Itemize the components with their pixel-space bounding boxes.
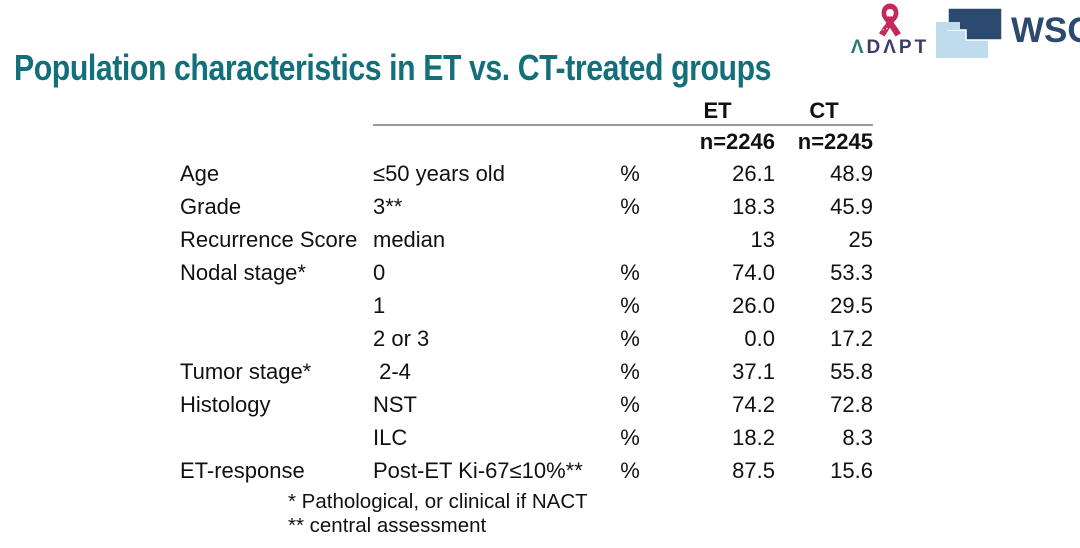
- wsg-logo-text: WSG: [1011, 11, 1080, 50]
- n-ct: n=2245: [797, 129, 873, 154]
- cell-et-value: 87.5: [732, 458, 775, 483]
- cell-item: ≤50 years old: [373, 161, 505, 186]
- cell-category: [180, 322, 373, 355]
- cell-unit: %: [620, 161, 640, 186]
- cell-unit: %: [620, 260, 640, 285]
- footnote-nact: * Pathological, or clinical if NACT: [288, 490, 588, 513]
- cell-category: Tumor stage*: [180, 359, 312, 384]
- header-rule: [373, 124, 873, 126]
- cell-et-value: 26.1: [732, 161, 775, 186]
- table-row: 1 % 26.0 29.5: [180, 289, 875, 322]
- cell-et-value: 18.2: [732, 425, 775, 450]
- cell-ct-value: 8.3: [842, 425, 873, 450]
- cell-item: 1: [373, 293, 386, 318]
- cell-category: [180, 421, 373, 454]
- cell-et-value: 13: [750, 227, 775, 252]
- cell-et-value: 18.3: [732, 194, 775, 219]
- col-header-et: ET: [703, 98, 732, 123]
- cell-item: 3**: [373, 194, 403, 219]
- cell-et-value: 37.1: [732, 359, 775, 384]
- table-row: ET-response Post-ET Ki-67≤10%** % 87.5 1…: [180, 454, 875, 487]
- cell-unit: %: [620, 392, 640, 417]
- cell-unit: %: [620, 359, 640, 384]
- cell-et-value: 74.0: [732, 260, 775, 285]
- cell-unit: %: [620, 458, 640, 483]
- n-et: n=2246: [699, 129, 775, 154]
- footnotes: * Pathological, or clinical if NACT ** c…: [288, 490, 875, 538]
- cell-item: median: [373, 227, 446, 252]
- cell-ct-value: 25: [848, 227, 873, 252]
- cell-ct-value: 53.3: [830, 260, 873, 285]
- cell-category: Recurrence Score: [180, 227, 358, 252]
- cell-ct-value: 15.6: [830, 458, 873, 483]
- table-header-row: ET CT: [180, 98, 875, 124]
- cell-item: ILC: [373, 425, 408, 450]
- cell-item: 2 or 3: [373, 326, 430, 351]
- cell-ct-value: 29.5: [830, 293, 873, 318]
- cell-category: Age: [180, 161, 220, 186]
- cell-et-value: 26.0: [732, 293, 775, 318]
- cell-unit: [600, 223, 660, 256]
- wsg-logo: WSG: [936, 6, 1080, 60]
- table-row: Histology NST % 74.2 72.8: [180, 388, 875, 421]
- cell-item: Post-ET Ki-67≤10%**: [373, 458, 583, 483]
- cell-unit: %: [620, 425, 640, 450]
- population-table: ET CT n=2246 n=2245 Age ≤50 years old % …: [180, 98, 875, 538]
- cell-unit: %: [620, 326, 640, 351]
- page-title: Population characteristics in ET vs. CT-…: [14, 47, 772, 88]
- cell-category: Nodal stage*: [180, 260, 306, 285]
- awareness-ribbon-icon: [879, 3, 901, 37]
- table-n-row: n=2246 n=2245: [180, 126, 875, 157]
- cell-et-value: 74.2: [732, 392, 775, 417]
- cell-ct-value: 48.9: [830, 161, 873, 186]
- cell-category: [180, 289, 373, 322]
- cell-unit: %: [620, 194, 640, 219]
- col-header-ct: CT: [809, 98, 839, 123]
- cell-item: 2-4: [373, 359, 411, 384]
- wsg-squares-icon: [936, 7, 1002, 58]
- adapt-logo-rest: DΛPT: [866, 37, 930, 58]
- cell-ct-value: 55.8: [830, 359, 873, 384]
- footnote-central: ** central assessment: [288, 514, 487, 537]
- cell-ct-value: 72.8: [830, 392, 873, 417]
- table-row: 2 or 3 % 0.0 17.2: [180, 322, 875, 355]
- cell-item: NST: [373, 392, 417, 417]
- table-row: Recurrence Score median 13 25: [180, 223, 875, 256]
- table-row: Age ≤50 years old % 26.1 48.9: [180, 157, 875, 190]
- adapt-logo-text: ΛDΛPT: [840, 37, 940, 58]
- cell-unit: %: [620, 293, 640, 318]
- adapt-logo: ΛDΛPT: [840, 2, 940, 60]
- adapt-logo-letter: Λ: [850, 37, 867, 58]
- cell-ct-value: 17.2: [830, 326, 873, 351]
- table-row: ILC % 18.2 8.3: [180, 421, 875, 454]
- table-row: Grade 3** % 18.3 45.9: [180, 190, 875, 223]
- cell-et-value: 0.0: [744, 326, 775, 351]
- table-row: Tumor stage* 2-4 % 37.1 55.8: [180, 355, 875, 388]
- cell-category: Histology: [180, 392, 271, 417]
- cell-item: 0: [373, 260, 386, 285]
- cell-category: ET-response: [180, 458, 305, 483]
- table-row: Nodal stage* 0 % 74.0 53.3: [180, 256, 875, 289]
- cell-category: Grade: [180, 194, 242, 219]
- cell-ct-value: 45.9: [830, 194, 873, 219]
